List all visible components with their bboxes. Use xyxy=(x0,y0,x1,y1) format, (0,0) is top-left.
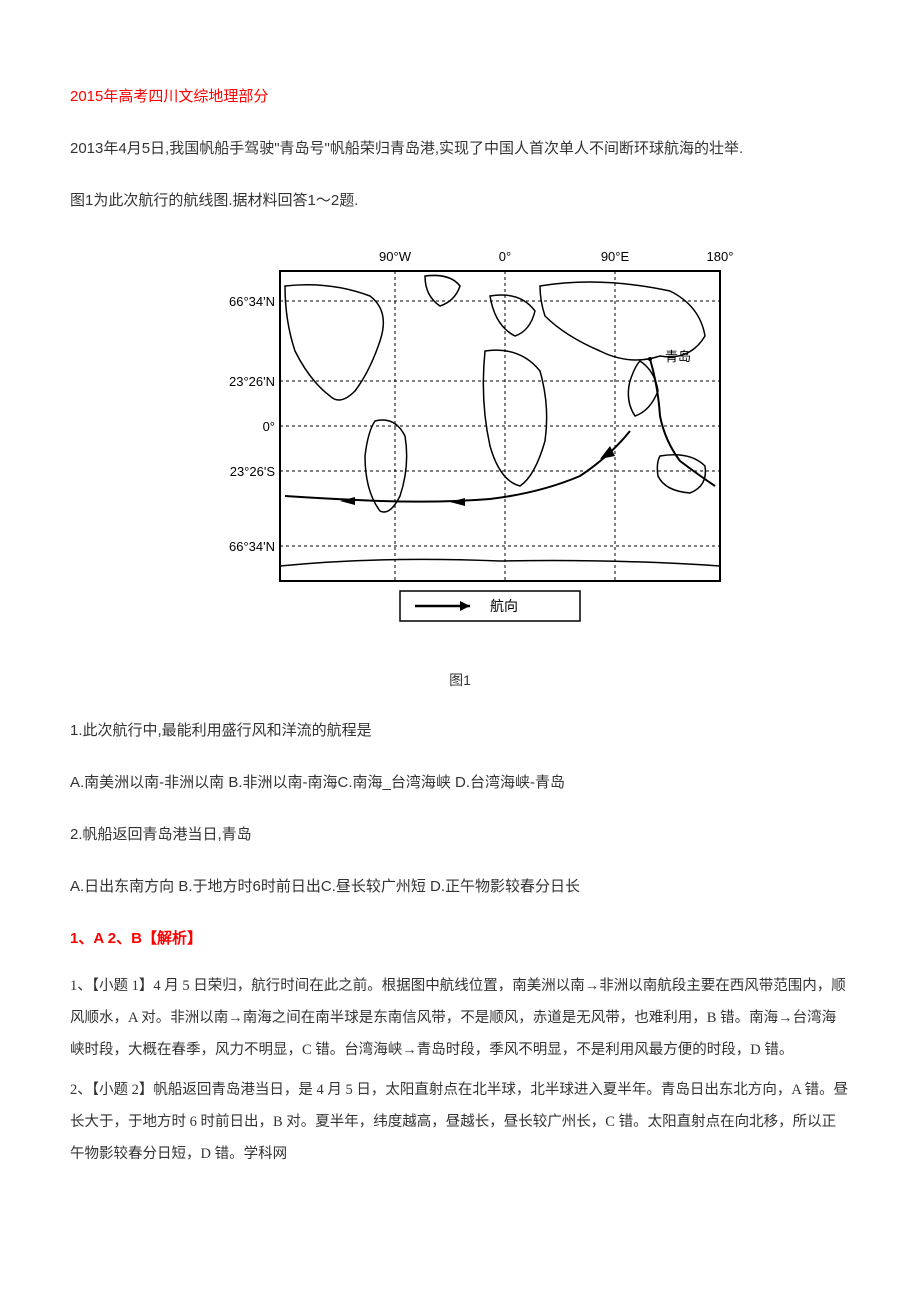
svg-text:23°26'N: 23°26'N xyxy=(229,374,275,389)
svg-text:66°34'N: 66°34'N xyxy=(229,539,275,554)
question-1-options: A.南美洲以南-非洲以南 B.非洲以南-南海C.南海_台湾海峡 D.台湾海峡-青… xyxy=(70,771,850,795)
world-map-svg: 90°W 0° 90°E 180° 66°34'N 23°26'N 0° 23°… xyxy=(180,241,740,641)
svg-text:航向: 航向 xyxy=(490,599,518,615)
analysis-1: 1、【小题 1】4 月 5 日荣归，航行时间在此之前。根据图中航线位置，南美洲以… xyxy=(70,971,850,1067)
question-1: 1.此次航行中,最能利用盛行风和洋流的航程是 xyxy=(70,719,850,743)
analysis-2: 2、【小题 2】帆船返回青岛港当日，是 4 月 5 日，太阳直射点在北半球，北半… xyxy=(70,1075,850,1171)
svg-text:23°26'S: 23°26'S xyxy=(230,464,276,479)
answer-header: 1、A 2、B【解析】 xyxy=(70,927,850,951)
question-2-options: A.日出东南方向 B.于地方时6时前日出C.昼长较广州短 D.正午物影较春分日长 xyxy=(70,875,850,899)
intro-paragraph-2: 图1为此次航行的航线图.据材料回答1～2题. xyxy=(70,189,850,213)
question-2: 2.帆船返回青岛港当日,青岛 xyxy=(70,823,850,847)
svg-text:0°: 0° xyxy=(499,249,511,264)
intro-paragraph-1: 2013年4月5日,我国帆船手驾驶"青岛号"帆船荣归青岛港,实现了中国人首次单人… xyxy=(70,137,850,161)
svg-text:90°W: 90°W xyxy=(379,249,412,264)
svg-text:180°: 180° xyxy=(707,249,734,264)
svg-text:90°E: 90°E xyxy=(601,249,630,264)
svg-text:青岛: 青岛 xyxy=(665,349,691,364)
svg-text:0°: 0° xyxy=(263,419,275,434)
map-figure: 90°W 0° 90°E 180° 66°34'N 23°26'N 0° 23°… xyxy=(70,241,850,649)
document-title: 2015年高考四川文综地理部分 xyxy=(70,85,850,109)
map-caption: 图1 xyxy=(70,669,850,691)
svg-text:66°34'N: 66°34'N xyxy=(229,294,275,309)
